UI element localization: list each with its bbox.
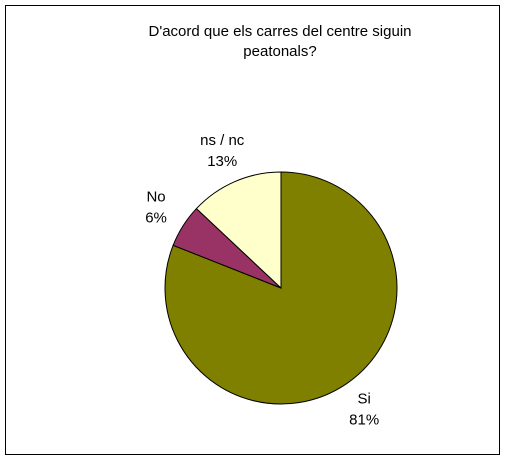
slice-value-label: 81% bbox=[349, 411, 379, 428]
chart-title: D'acord que els carres del centre siguin… bbox=[148, 23, 412, 60]
pie-slice bbox=[195, 171, 282, 290]
slice-label: ns / nc bbox=[200, 132, 245, 149]
slice-value-label: 6% bbox=[145, 210, 167, 227]
slice-label: Si bbox=[358, 390, 371, 407]
slice-label: No bbox=[146, 189, 165, 206]
pie-slice bbox=[164, 171, 398, 405]
slice-value-label: 13% bbox=[207, 153, 237, 170]
